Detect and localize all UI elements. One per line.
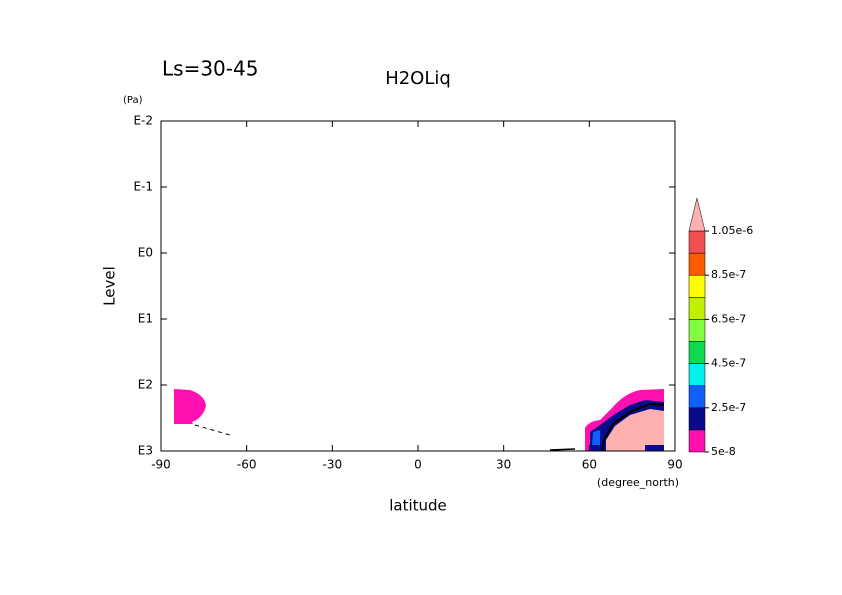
x-tick-label: -60 [237,458,257,472]
chart-title: H2OLiq [385,68,451,89]
contour-line [549,448,576,451]
x-tick-label: 30 [496,458,511,472]
plot-frame [160,120,676,452]
y-tick-label: E-1 [133,180,153,194]
y-tick-label: E0 [138,246,153,260]
chart-subtitle: Ls=30-45 [162,57,258,81]
colorbar-tick-label: 5e-8 [711,445,736,458]
contour-line [194,424,231,436]
contour-region [174,389,206,424]
x-tick-label: -30 [323,458,343,472]
contour-line [601,402,665,452]
colorbar-tick-label: 6.5e-7 [711,312,746,325]
x-tick-label: 90 [667,458,682,472]
colorbar-band [688,319,706,342]
x-axis-label: latitude [389,497,447,515]
colorbar-tick-label: 2.5e-7 [711,401,746,414]
colorbar-band [688,341,706,364]
colorbar-band [688,385,706,409]
contour-region [606,409,664,451]
colorbar-band [688,252,706,276]
colorbar-band [688,429,706,453]
contour-field [174,389,665,452]
colorbar-band [688,297,706,320]
x-tick-label: 0 [414,458,422,472]
y-unit: (Pa) [123,95,143,106]
colorbar-tick-label: 8.5e-7 [711,268,746,281]
colorbar-over [688,197,706,232]
y-tick-label: E3 [138,444,153,458]
y-tick-label: E-2 [133,114,153,128]
colorbar-band [688,363,706,386]
x-tick-label: 60 [582,458,597,472]
x-unit: (degree_north) [597,476,679,489]
y-tick-label: E1 [138,312,153,326]
colorbar-tick-label: 4.5e-7 [711,357,746,370]
colorbar-band [688,274,706,298]
contour-region [592,430,600,445]
colorbar-band [688,230,706,254]
colorbar-band [688,407,706,431]
y-tick-label: E2 [138,378,153,392]
colorbar-tick-label: 1.05e-6 [711,224,753,237]
y-axis-label: Level [101,266,119,306]
x-tick-label: -90 [151,458,171,472]
